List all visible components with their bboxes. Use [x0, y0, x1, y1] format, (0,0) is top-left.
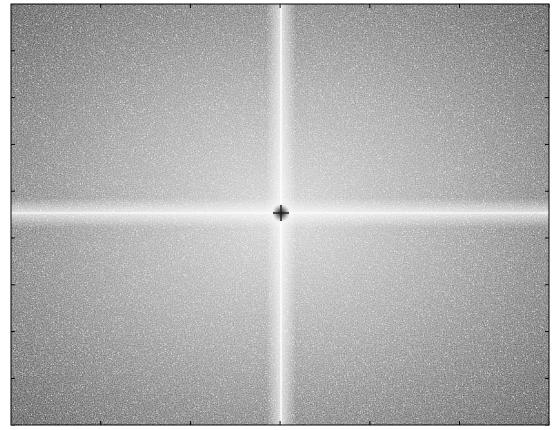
page: (() => { const g = document.getElementBy…: [0, 0, 553, 430]
spectrum-figure: [0, 0, 553, 430]
spectrum-image: [11, 4, 549, 425]
